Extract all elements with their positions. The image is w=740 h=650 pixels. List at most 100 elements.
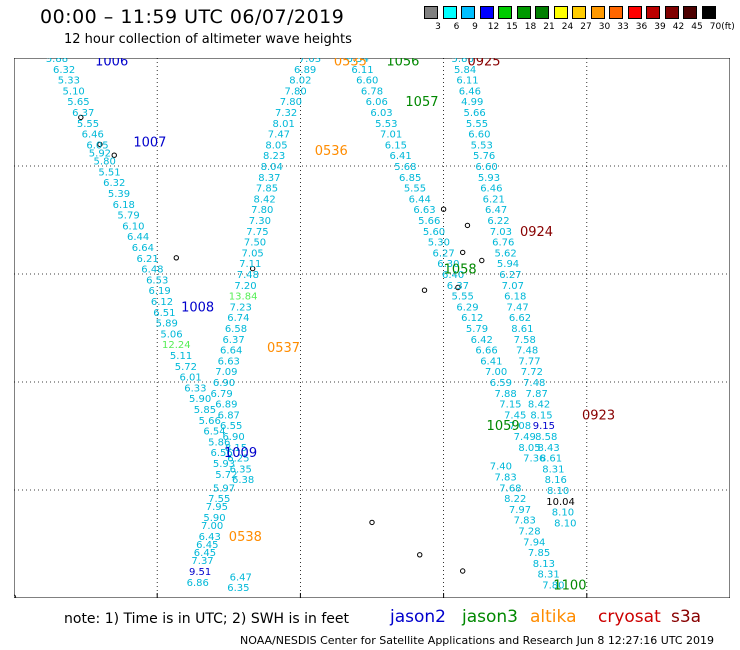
swh-value: 9.15 [533, 421, 555, 432]
scale-swatch [609, 6, 623, 19]
swh-value: 6.38 [232, 475, 254, 486]
swh-value: 6.64 [132, 243, 154, 254]
swh-value: 6.10 [122, 221, 144, 232]
swh-value: 6.46 [459, 86, 481, 97]
swh-value: 6.44 [409, 194, 431, 205]
swh-value: 6.44 [127, 232, 149, 243]
pass-time-label: 1056 [386, 58, 419, 70]
swh-value: 5.55 [466, 119, 488, 130]
swh-value: 6.18 [113, 200, 135, 211]
scale-label: 3 [435, 22, 441, 32]
swh-value: 7.03 [299, 58, 321, 65]
swh-value: 6.37 [72, 108, 94, 119]
swh-value: 5.85 [194, 405, 216, 416]
scale-label: (ft) [721, 22, 735, 32]
island-outline [249, 265, 256, 272]
scale-swatch [535, 6, 549, 19]
swh-value: 8.01 [273, 119, 295, 130]
scale-swatch [572, 6, 586, 19]
pass-time-label: 0537 [267, 341, 300, 356]
swh-value: 7.49 [514, 432, 536, 443]
pass-time-label: 0538 [229, 530, 262, 545]
swh-value: 6.41 [480, 356, 502, 367]
swh-value: 6.55 [220, 421, 242, 432]
swh-value: 6.19 [148, 286, 170, 297]
swh-value: 7.00 [485, 367, 507, 378]
swh-value: 5.90 [189, 394, 211, 405]
swh-value: 6.63 [218, 356, 240, 367]
swh-value: 5.68 [394, 162, 416, 173]
swh-value: 5.30 [428, 238, 450, 249]
swh-value: 8.10 [552, 508, 574, 519]
swh-value: 5.72 [175, 362, 197, 373]
scale-swatch [553, 6, 568, 19]
swh-value: 13.84 [229, 292, 258, 303]
pass-time-label: 0924 [520, 225, 553, 240]
swh-value: 5.10 [63, 86, 85, 97]
swh-value: 7.55 [208, 494, 230, 505]
swh-value: 4.99 [461, 97, 483, 108]
swh-value: 6.90 [213, 378, 235, 389]
swh-value: 6.60 [468, 130, 490, 141]
swh-value: 7.47 [268, 130, 290, 141]
swh-value: 7.97 [509, 505, 531, 516]
swh-value: 5.92 [89, 149, 111, 160]
swh-value: 8.31 [542, 464, 564, 475]
swh-value: 6.89 [294, 65, 316, 76]
swh-value: 6.32 [53, 65, 75, 76]
island-outline [111, 152, 117, 158]
swh-value: 7.36 [523, 454, 545, 465]
swh-value: 7.28 [518, 527, 540, 538]
swh-value: 6.86 [187, 578, 209, 589]
swh-value: 6.53 [146, 275, 168, 286]
swh-value: 5.79 [466, 324, 488, 335]
swh-value: 6.33 [184, 383, 206, 394]
swh-value: 6.74 [227, 313, 249, 324]
swh-value: 5.86 [452, 58, 474, 65]
scale-label: 18 [524, 22, 537, 32]
satellite-name: cryosat [598, 607, 661, 627]
footer-credit: NOAA/NESDIS Center for Satellite Applica… [240, 634, 715, 647]
swh-value: 5.55 [452, 292, 474, 303]
swh-value: 8.42 [528, 400, 550, 411]
pass-time-label: 1059 [487, 419, 520, 434]
swh-value: 5.84 [454, 65, 476, 76]
wave-height-map: -180-177-174-171-168-1650-2-4-6-8-105.88… [14, 58, 730, 598]
swh-value: 6.27 [432, 248, 454, 259]
swh-value: 6.34 [347, 58, 369, 65]
swh-value: 5.53 [375, 119, 397, 130]
swh-value: 5.90 [203, 513, 225, 524]
island-outline [417, 552, 423, 558]
swh-value: 5.66 [463, 108, 485, 119]
swh-value: 6.48 [141, 265, 163, 276]
swh-value: 6.51 [153, 308, 175, 319]
satellite-name: jason3 [462, 607, 518, 627]
island-outline [455, 284, 461, 291]
pass-time-label: 1100 [553, 579, 586, 594]
swh-value: 6.11 [456, 76, 478, 87]
scale-swatch [442, 6, 457, 19]
page-title: 00:00 – 11:59 UTC 06/07/2019 [40, 6, 345, 28]
swh-value: 6.85 [399, 173, 421, 184]
swh-value: 7.48 [237, 270, 259, 281]
swh-value: 6.35 [230, 464, 252, 475]
swh-value: 6.27 [499, 270, 521, 281]
scale-label: 36 [635, 22, 648, 32]
swh-value: 7.47 [506, 302, 528, 313]
swh-value: 5.86 [208, 437, 230, 448]
swh-value: 7.85 [528, 548, 550, 559]
swh-value: 5.72 [215, 470, 237, 481]
scale-label: 12 [487, 22, 500, 32]
swh-value: 6.30 [437, 259, 459, 270]
swh-value: 5.62 [495, 248, 517, 259]
swh-value: 5.66 [418, 216, 440, 227]
pass-time-label: 0535 [334, 58, 367, 70]
swh-value: 6.18 [504, 292, 526, 303]
swh-value: 6.87 [218, 410, 240, 421]
swh-value: 6.45 [196, 540, 218, 551]
scale-label: 45 [691, 22, 703, 32]
scale-swatch [646, 6, 660, 19]
swh-value: 8.05 [265, 140, 287, 151]
swh-value: 7.32 [275, 108, 297, 119]
swh-value: 8.42 [253, 194, 275, 205]
